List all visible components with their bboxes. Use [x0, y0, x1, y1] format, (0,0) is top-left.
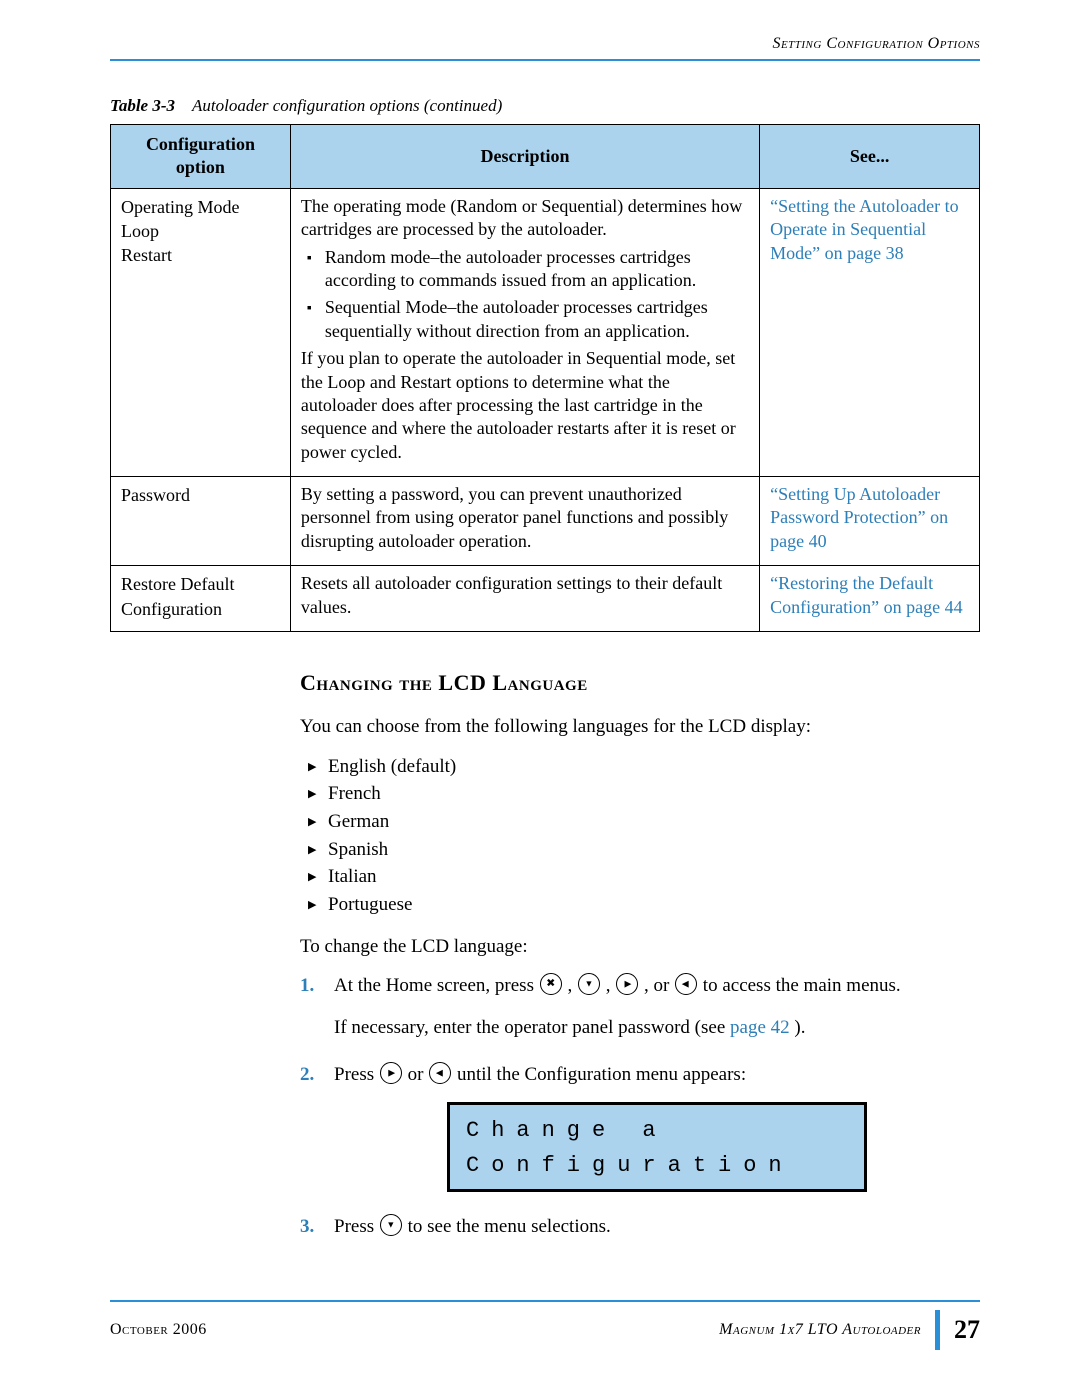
section-intro: You can choose from the following langua… — [300, 714, 980, 740]
section-heading: Changing the LCD Language — [300, 670, 980, 696]
xref-link[interactable]: “Setting the Autoloader to Operate in Se… — [770, 196, 958, 263]
running-header: Setting Configuration Options — [110, 35, 980, 59]
xref-link[interactable]: page 42 — [730, 1017, 790, 1038]
step-number: 2. — [300, 1062, 314, 1088]
right-button-icon — [380, 1062, 402, 1084]
step-text: , or — [644, 975, 674, 996]
step-text: At the Home screen, press — [334, 975, 539, 996]
table-header-row: Configuration option Description See... — [111, 125, 980, 189]
step-text: to see the menu selections. — [408, 1216, 611, 1237]
option-cell: Restore Default Configuration — [121, 572, 280, 621]
see-cell: “Setting Up Autoloader Password Protecti… — [760, 477, 980, 566]
header-rule — [110, 59, 980, 61]
cancel-button-icon — [540, 973, 562, 995]
option-line: Operating Mode — [121, 195, 280, 219]
list-item: German — [328, 809, 980, 835]
down-button-icon — [578, 973, 600, 995]
list-item: Italian — [328, 864, 980, 890]
lcd-display: Change a Configuration — [447, 1102, 867, 1192]
option-line: Loop — [121, 219, 280, 243]
step-item: 3. Press to see the menu selections. — [330, 1214, 980, 1240]
list-item: Spanish — [328, 837, 980, 863]
table-caption-text: Autoloader configuration options (contin… — [192, 96, 502, 115]
footer-divider — [935, 1310, 940, 1350]
footer-date: October 2006 — [110, 1321, 719, 1339]
table-row: Restore Default Configuration Resets all… — [111, 566, 980, 632]
step-text: Press — [334, 1216, 379, 1237]
step-item: 2. Press or until the Configuration menu… — [330, 1062, 980, 1192]
option-line: Restore Default — [121, 572, 280, 596]
desc-intro: By setting a password, you can prevent u… — [301, 483, 749, 553]
option-line: Password — [121, 483, 280, 507]
step-note: If necessary, enter the operator panel p… — [334, 1017, 730, 1038]
procedure-lead-in: To change the LCD language: — [300, 934, 980, 960]
left-button-icon — [675, 973, 697, 995]
step-text: Press — [334, 1064, 379, 1085]
list-item: Portuguese — [328, 892, 980, 918]
bullet-item: Random mode–the autoloader processes car… — [325, 246, 749, 293]
down-button-icon — [380, 1214, 402, 1236]
table-caption-label: Table 3-3 — [110, 96, 175, 115]
option-cell: Password — [121, 483, 280, 507]
option-line: Restart — [121, 243, 280, 267]
step-number: 3. — [300, 1214, 314, 1240]
page-number: 27 — [954, 1315, 980, 1345]
col-header-description: Description — [290, 125, 759, 189]
step-text: or — [408, 1064, 429, 1085]
col-header-see: See... — [760, 125, 980, 189]
see-cell: “Restoring the Default Configuration” on… — [760, 566, 980, 632]
table-row: Operating Mode Loop Restart The operatin… — [111, 188, 980, 476]
desc-intro: Resets all autoloader configuration sett… — [301, 572, 749, 619]
list-item: English (default) — [328, 754, 980, 780]
desc-outro: If you plan to operate the autoloader in… — [301, 347, 749, 464]
step-note: ). — [794, 1017, 805, 1038]
step-text: until the Configuration menu appears: — [457, 1064, 746, 1085]
footer-rule — [110, 1300, 980, 1302]
option-line: Configuration — [121, 597, 280, 621]
see-cell: “Setting the Autoloader to Operate in Se… — [760, 188, 980, 476]
footer-product: Magnum 1x7 LTO Autoloader — [719, 1321, 935, 1339]
procedure-steps: 1. At the Home screen, press , , , or to… — [300, 973, 980, 1240]
desc-bullets: Random mode–the autoloader processes car… — [301, 246, 749, 344]
xref-link[interactable]: “Setting Up Autoloader Password Protecti… — [770, 484, 948, 551]
step-text: , — [567, 975, 577, 996]
description-cell: Resets all autoloader configuration sett… — [290, 566, 759, 632]
description-cell: The operating mode (Random or Sequential… — [290, 188, 759, 476]
step-item: 1. At the Home screen, press , , , or to… — [330, 973, 980, 1040]
desc-intro: The operating mode (Random or Sequential… — [301, 195, 749, 242]
step-number: 1. — [300, 973, 314, 999]
language-list: English (default) French German Spanish … — [300, 754, 980, 918]
col-header-option: Configuration option — [111, 125, 291, 189]
bullet-item: Sequential Mode–the autoloader processes… — [325, 296, 749, 343]
right-button-icon — [616, 973, 638, 995]
table-caption: Table 3-3 Autoloader configuration optio… — [110, 96, 980, 116]
xref-link[interactable]: “Restoring the Default Configuration” on… — [770, 573, 962, 616]
option-cell: Operating Mode Loop Restart — [121, 195, 280, 268]
left-button-icon — [429, 1062, 451, 1084]
config-table: Configuration option Description See... … — [110, 124, 980, 632]
step-text: to access the main menus. — [703, 975, 901, 996]
step-text: , — [606, 975, 616, 996]
table-row: Password By setting a password, you can … — [111, 477, 980, 566]
lcd-line: Configuration — [466, 1153, 794, 1178]
page-footer: October 2006 Magnum 1x7 LTO Autoloader 2… — [110, 1300, 980, 1350]
list-item: French — [328, 781, 980, 807]
description-cell: By setting a password, you can prevent u… — [290, 477, 759, 566]
lcd-line: Change a — [466, 1118, 668, 1143]
